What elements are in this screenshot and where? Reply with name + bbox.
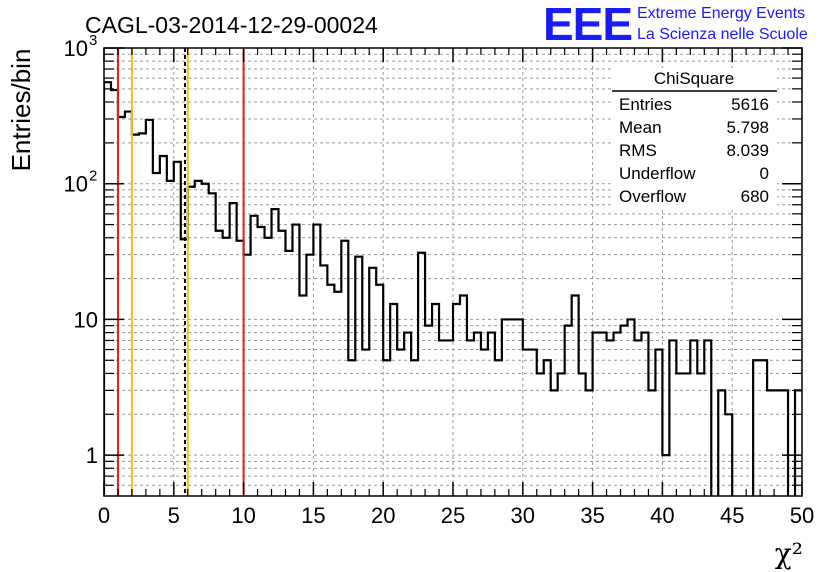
x-axis-ticks: 0 5 10 15 20 25 30 35 40 45 50 [98, 48, 814, 528]
x-tick-label: 50 [790, 503, 814, 528]
histogram-line [104, 81, 802, 496]
stat-label: Mean [619, 118, 662, 137]
x-tick-label: 15 [301, 503, 325, 528]
stat-label: RMS [619, 141, 657, 160]
stat-label: Entries [619, 95, 672, 114]
y-tick-exponent: 2 [89, 168, 97, 185]
x-tick-label: 10 [231, 503, 255, 528]
x-tick-label: 40 [650, 503, 674, 528]
logo-line-1: Extreme Energy Events [637, 5, 805, 22]
logo-line-2: La Scienza nelle Scuole [637, 26, 808, 43]
stat-label: Overflow [619, 187, 687, 206]
y-axis-label: Entries/bin [6, 49, 36, 172]
x-tick-label: 20 [371, 503, 395, 528]
x-tick-label: 5 [168, 503, 180, 528]
histogram-series [104, 81, 802, 496]
chart-title: CAGL-03-2014-12-29-00024 [85, 12, 378, 38]
y-tick-label: 10 [64, 36, 88, 61]
stat-value: 680 [741, 187, 769, 206]
stat-value: 0 [760, 164, 769, 183]
statistics-box: ChiSquare Entries 5616 Mean 5.798 RMS 8.039 Un… [612, 68, 777, 210]
stat-label: Underflow [619, 164, 696, 183]
statistics-box-title: ChiSquare [654, 69, 734, 88]
y-tick-label: 10 [74, 307, 98, 332]
y-tick-label: 1 [86, 443, 98, 468]
y-tick-exponent: 3 [89, 32, 97, 49]
x-tick-label: 0 [98, 503, 110, 528]
logo-mark: EEE [543, 0, 632, 50]
y-tick-label: 10 [64, 172, 88, 197]
stat-value: 5.798 [726, 118, 769, 137]
stat-value: 8.039 [726, 141, 769, 160]
x-axis-label: χ² [775, 537, 803, 570]
x-tick-label: 25 [441, 503, 465, 528]
x-tick-label: 35 [580, 503, 604, 528]
stat-value: 5616 [731, 95, 769, 114]
x-tick-label: 30 [511, 503, 535, 528]
eee-logo: EEE Extreme Energy Events La Scienza nel… [543, 0, 808, 50]
cut-lines [116, 48, 245, 496]
x-tick-label: 45 [720, 503, 744, 528]
